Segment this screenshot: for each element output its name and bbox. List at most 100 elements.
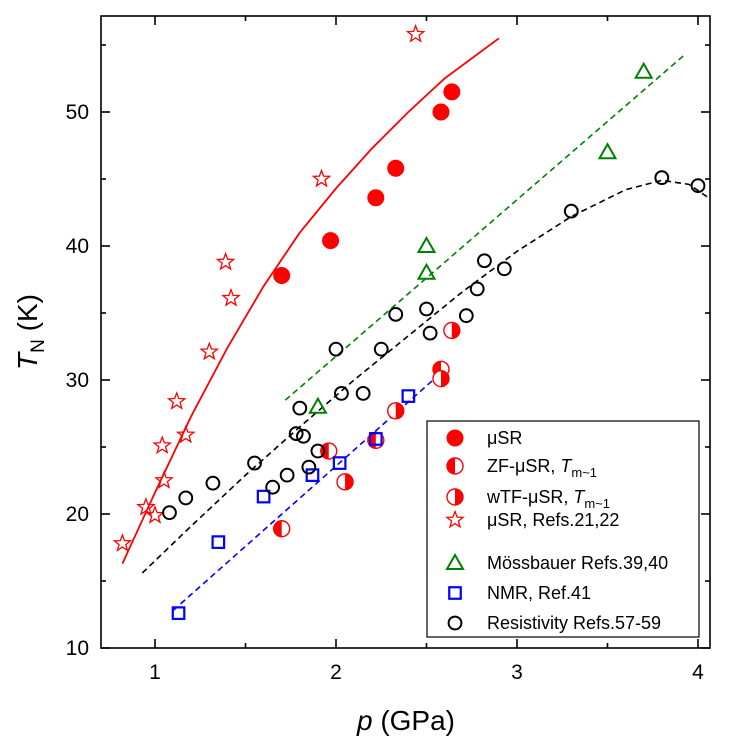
- y-tick-label: 50: [66, 101, 89, 124]
- data-point: [162, 505, 177, 521]
- legend-label: wTF-μSR, Tm~1: [486, 487, 610, 511]
- data-point: [336, 473, 354, 491]
- legend-label: Resistivity Refs.57-59: [487, 613, 661, 633]
- legend-marker: [445, 509, 465, 529]
- data-point: [221, 287, 241, 307]
- x-tick-label: 3: [511, 661, 523, 684]
- data-point: [387, 159, 405, 177]
- data-point: [273, 520, 291, 538]
- legend-label: μSR: [487, 428, 522, 448]
- data-point: [432, 103, 450, 121]
- data-point: [458, 308, 474, 324]
- legend-item: Resistivity Refs.57-59: [447, 613, 661, 633]
- fit-line: [284, 55, 685, 401]
- data-point: [178, 490, 194, 506]
- axes: 1 2 3 4 10 20 30 40 50: [66, 16, 710, 684]
- data-point: [496, 261, 512, 277]
- data-point: [205, 475, 221, 491]
- legend-box: [426, 420, 700, 638]
- legend-item: NMR, Ref.41: [448, 583, 591, 603]
- fit-line: [172, 366, 449, 612]
- data-point: [690, 178, 706, 194]
- data-point: [416, 262, 437, 280]
- data-point: [355, 386, 371, 401]
- data-point: [247, 455, 262, 471]
- data-point: [443, 83, 461, 101]
- fit-line: [141, 179, 710, 574]
- legend-marker: [446, 457, 464, 475]
- data-point: [432, 369, 450, 388]
- data-point: [469, 281, 485, 297]
- data-points: [112, 23, 706, 621]
- data-point: [387, 402, 405, 420]
- data-point: [368, 432, 383, 446]
- data-point: [166, 391, 187, 410]
- data-point: [301, 459, 317, 475]
- fit-line: [121, 37, 500, 564]
- plot-frame: [100, 15, 711, 649]
- data-point: [419, 301, 434, 317]
- data-point: [563, 203, 579, 219]
- data-point: [310, 443, 326, 459]
- data-point: [443, 321, 461, 340]
- legend-marker: [448, 586, 462, 600]
- data-point: [654, 170, 670, 186]
- data-point: [422, 325, 438, 341]
- legend-marker: [445, 552, 465, 570]
- y-axis-title: TN (K): [12, 294, 49, 370]
- data-point: [171, 606, 186, 621]
- data-point: [136, 496, 156, 516]
- data-point: [322, 232, 340, 250]
- legend-label: Mössbauer Refs.39,40: [487, 553, 668, 573]
- data-point: [215, 251, 236, 271]
- data-point: [199, 341, 220, 361]
- data-point: [367, 189, 385, 207]
- fit-lines: [121, 37, 710, 612]
- data-point: [332, 456, 347, 470]
- data-point: [373, 341, 389, 357]
- legend-label: μSR, Refs.21,22: [487, 510, 619, 530]
- data-point: [388, 306, 404, 322]
- y-tick-label: 30: [66, 369, 89, 392]
- y-tick-label: 10: [66, 637, 89, 660]
- y-tick-label: 40: [66, 235, 89, 258]
- data-point: [597, 142, 618, 160]
- data-point: [211, 535, 226, 550]
- legend-item: ZF-μSR, Tm~1: [446, 456, 597, 480]
- legend-item: μSR: [446, 428, 522, 448]
- x-tick-label: 1: [149, 661, 161, 684]
- y-tick-label: 20: [66, 503, 89, 526]
- legend-label: NMR, Ref.41: [487, 583, 591, 603]
- legend-item: Mössbauer Refs.39,40: [445, 552, 668, 573]
- data-point: [273, 266, 291, 284]
- legend-label: ZF-μSR, Tm~1: [487, 456, 597, 480]
- data-point: [296, 428, 311, 444]
- data-point: [308, 396, 328, 414]
- data-point: [112, 533, 133, 552]
- data-point: [265, 479, 281, 495]
- data-point: [405, 23, 426, 43]
- legend-marker: [446, 429, 464, 447]
- data-point: [477, 253, 492, 269]
- legend-item: μSR, Refs.21,22: [445, 509, 619, 530]
- data-point: [279, 467, 295, 483]
- x-tick-label: 2: [330, 661, 342, 684]
- data-point: [633, 61, 654, 79]
- legend-marker: [447, 615, 463, 631]
- legend-item: wTF-μSR, Tm~1: [446, 487, 610, 511]
- x-tick-label: 4: [692, 661, 704, 684]
- data-point: [256, 489, 271, 504]
- x-axis-title: p (GPa): [356, 705, 455, 736]
- data-point: [175, 424, 196, 444]
- data-point: [401, 389, 416, 403]
- legend-marker: [446, 488, 464, 506]
- data-point: [152, 435, 173, 455]
- data-point: [416, 235, 437, 253]
- data-point: [334, 386, 349, 401]
- data-point: [328, 341, 344, 357]
- data-point: [154, 470, 174, 489]
- data-point: [145, 504, 165, 524]
- data-point: [305, 468, 320, 483]
